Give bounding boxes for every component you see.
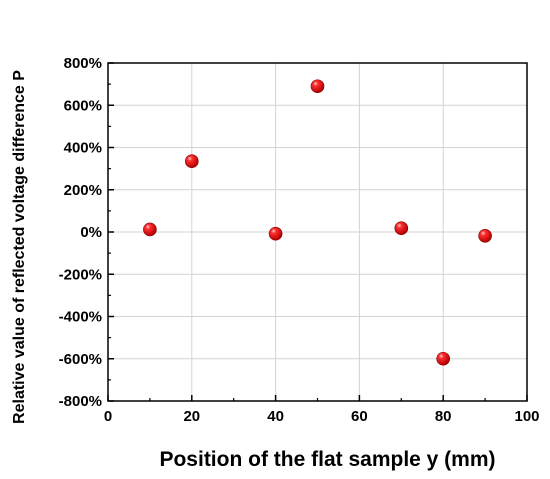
- y-tick-label: 200%: [64, 182, 102, 199]
- x-tick-label: 0: [104, 408, 112, 425]
- grid-lines: [108, 63, 527, 401]
- y-tick-label: -800%: [59, 393, 102, 410]
- x-axis-label: Position of the flat sample y (mm): [159, 448, 495, 471]
- x-tick-label: 40: [267, 408, 284, 425]
- data-point: [437, 352, 450, 365]
- data-point: [185, 155, 198, 168]
- y-tick-label: -600%: [59, 351, 102, 368]
- x-tick-label: 80: [435, 408, 452, 425]
- y-tick-label: 800%: [64, 55, 102, 72]
- data-point: [269, 227, 282, 240]
- data-point: [395, 222, 408, 235]
- data-points: [143, 80, 491, 366]
- axis-ticks: 0 20 40 60 80 100 -800% -600% -400% -200% 0% 200% 40…: [59, 55, 540, 425]
- x-tick-label: 60: [351, 408, 368, 425]
- y-tick-label: -200%: [59, 266, 102, 283]
- y-tick-label: -400%: [59, 309, 102, 326]
- data-point: [479, 229, 492, 242]
- y-tick-label: 0%: [80, 224, 102, 241]
- y-tick-label: 400%: [64, 140, 102, 157]
- data-point: [143, 223, 156, 236]
- x-tick-label: 20: [183, 408, 200, 425]
- y-axis-label: Relative value of reflected voltage diff…: [11, 70, 28, 424]
- y-tick-label: 600%: [64, 97, 102, 114]
- data-point: [311, 80, 324, 93]
- x-tick-label: 100: [514, 408, 539, 425]
